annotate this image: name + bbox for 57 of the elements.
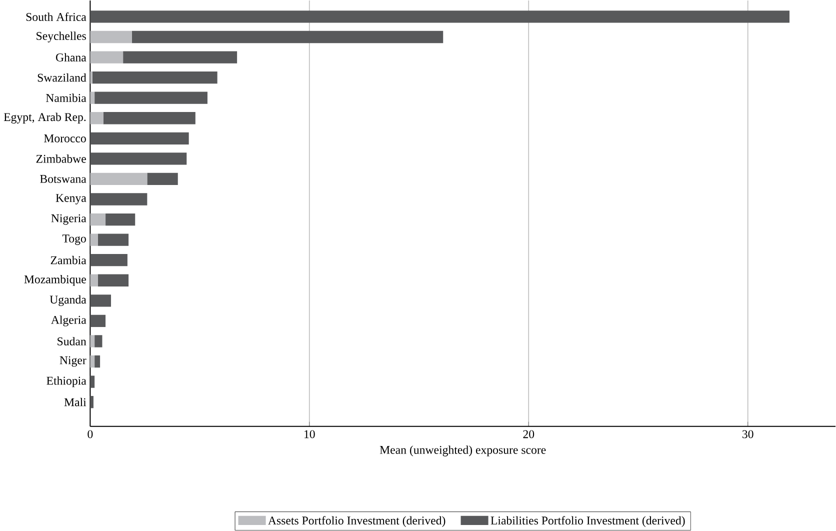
bar (94, 356, 100, 368)
bar (90, 356, 95, 368)
bar (98, 274, 129, 287)
bar (90, 254, 128, 266)
x-tick-label: 20 (523, 430, 534, 438)
x-tick-label: 30 (742, 430, 754, 438)
bar (90, 234, 98, 246)
y-tick-label: Morocco (44, 134, 86, 143)
bar (132, 31, 444, 44)
y-tick-label: Mozambique (24, 275, 86, 286)
bar (90, 152, 187, 165)
bar (90, 214, 106, 226)
bar (90, 376, 95, 388)
y-tick-label: Mali (64, 398, 86, 406)
bar (90, 112, 104, 124)
y-tick-label: Niger (60, 356, 86, 367)
y-tick-label: Uganda (50, 296, 86, 306)
y-tick-label: Swaziland (38, 74, 86, 82)
y-tick-label: Seychelles (36, 32, 86, 43)
y-tick-label: Zambia (50, 256, 86, 264)
x-tick-label: 10 (304, 430, 315, 438)
y-tick-label: South Africa (26, 12, 86, 22)
y-tick-label: Sudan (58, 337, 86, 346)
y-tick-label: Togo (62, 234, 86, 246)
y-tick-label: Nigeria (51, 214, 86, 225)
bar (94, 92, 208, 104)
y-tick-label: Ethiopia (46, 376, 86, 388)
y-tick-label: Kenya (56, 194, 86, 205)
bar (106, 214, 136, 226)
x-axis-title: Mean (unweighted) exposure score (380, 446, 546, 457)
bar (90, 51, 124, 64)
bar (90, 193, 148, 206)
bar (90, 92, 95, 104)
bar (90, 10, 790, 24)
bar (94, 335, 102, 348)
bar (90, 335, 95, 348)
bar (90, 294, 112, 307)
y-tick-label: Namibia (46, 94, 86, 102)
bar (92, 72, 218, 84)
legend-label: Assets Portfolio Investment (derived) (268, 516, 446, 528)
bar (98, 234, 129, 246)
bar (90, 173, 148, 186)
bar (90, 31, 132, 44)
y-tick-label: Egypt, Arab Rep. (4, 112, 86, 124)
bar (90, 132, 189, 145)
x-tick-label: 0 (88, 430, 93, 438)
bar (90, 274, 98, 287)
y-tick-label: Botswana (40, 175, 86, 184)
bar (90, 396, 94, 408)
y-tick-label: Zimbabwe (36, 154, 86, 164)
legend-label: Liabilities Portfolio Investment (derived) (490, 516, 685, 528)
y-tick-label: Ghana (56, 53, 86, 62)
bar (103, 112, 196, 124)
y-tick-label: Algeria (51, 316, 86, 327)
bar (123, 51, 238, 64)
bar (90, 315, 106, 328)
bar (147, 173, 178, 186)
